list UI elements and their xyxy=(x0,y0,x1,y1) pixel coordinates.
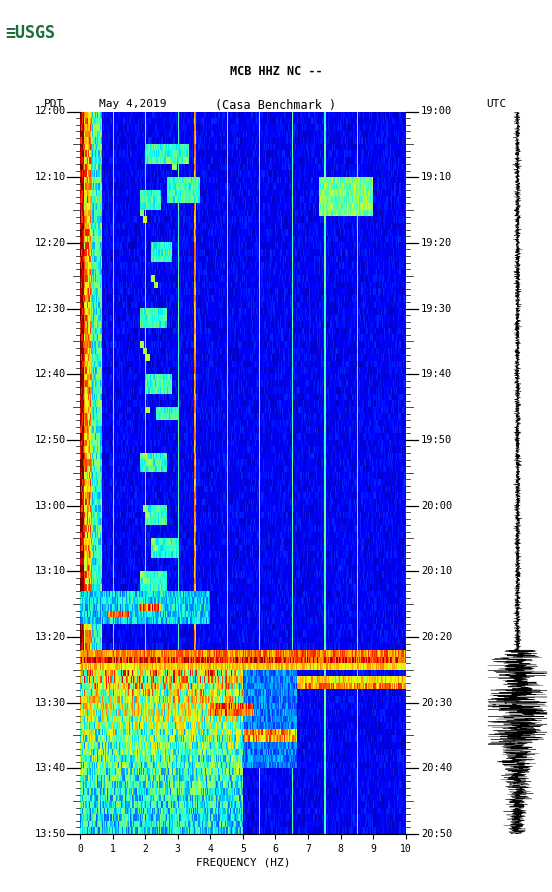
Text: 13:50: 13:50 xyxy=(34,829,66,839)
Text: UTC: UTC xyxy=(486,99,506,109)
Text: 20:50: 20:50 xyxy=(421,829,453,839)
Text: 12:50: 12:50 xyxy=(34,435,66,445)
Text: 12:40: 12:40 xyxy=(34,369,66,379)
Text: 20:30: 20:30 xyxy=(421,698,453,707)
Text: ≡USGS: ≡USGS xyxy=(6,24,56,43)
Text: 13:10: 13:10 xyxy=(34,566,66,576)
Text: 20:00: 20:00 xyxy=(421,500,453,510)
Text: 19:30: 19:30 xyxy=(421,303,453,314)
Text: 19:50: 19:50 xyxy=(421,435,453,445)
Text: 20:40: 20:40 xyxy=(421,764,453,773)
Text: MCB HHZ NC --: MCB HHZ NC -- xyxy=(230,65,322,78)
Text: PDT: PDT xyxy=(44,99,65,109)
Text: 19:20: 19:20 xyxy=(421,238,453,248)
Text: 12:30: 12:30 xyxy=(34,303,66,314)
X-axis label: FREQUENCY (HZ): FREQUENCY (HZ) xyxy=(195,858,290,868)
Text: May 4,2019: May 4,2019 xyxy=(99,99,167,109)
Text: 12:20: 12:20 xyxy=(34,238,66,248)
Text: 12:00: 12:00 xyxy=(34,106,66,117)
Text: 12:10: 12:10 xyxy=(34,172,66,182)
Text: 13:00: 13:00 xyxy=(34,500,66,510)
Text: 13:40: 13:40 xyxy=(34,764,66,773)
Text: 13:30: 13:30 xyxy=(34,698,66,707)
Text: 19:00: 19:00 xyxy=(421,106,453,117)
Text: 19:10: 19:10 xyxy=(421,172,453,182)
Text: 13:20: 13:20 xyxy=(34,632,66,642)
Text: 20:20: 20:20 xyxy=(421,632,453,642)
Text: 19:40: 19:40 xyxy=(421,369,453,379)
Text: 20:10: 20:10 xyxy=(421,566,453,576)
Text: (Casa Benchmark ): (Casa Benchmark ) xyxy=(215,99,337,112)
